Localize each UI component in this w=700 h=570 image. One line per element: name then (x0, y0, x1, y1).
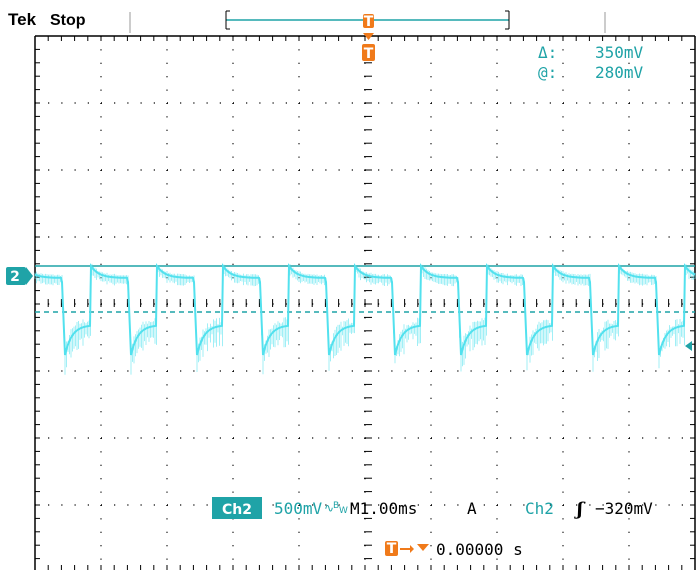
channel-2-badge: Ch2 (212, 497, 262, 519)
trigger-offset-value: 0.00000 s (436, 540, 523, 559)
rising-edge-icon: ʃ (574, 499, 586, 520)
trigger-mode: A (467, 499, 477, 518)
svg-text:2: 2 (10, 269, 20, 285)
trigger-level-marker[interactable] (685, 341, 692, 351)
cursor-delta-value: 350mV (595, 43, 644, 62)
trigger-offset-icon: T (385, 541, 429, 557)
trigger-level: −320mV (595, 499, 653, 518)
svg-text:Ch2: Ch2 (222, 502, 252, 518)
timebase: M1.00ms (350, 499, 417, 518)
volts-per-div: 500mV (274, 499, 323, 518)
svg-text:B: B (333, 501, 339, 511)
trigger-position-marker[interactable]: T (362, 33, 375, 62)
channel-2-marker[interactable]: 2 (6, 267, 33, 285)
svg-text:∿: ∿ (324, 501, 334, 515)
cursor-at-label: @: (538, 63, 557, 82)
cursor-delta-label: Δ: (538, 43, 557, 62)
svg-text:T: T (387, 541, 397, 557)
svg-text:T: T (364, 46, 374, 62)
ch2-waveform (34, 262, 696, 375)
acquisition-status: Stop (50, 12, 86, 29)
record-trigger-icon: T (363, 14, 374, 30)
graticule (34, 35, 696, 570)
bandwidth-limit-icon: ∿ B W (324, 501, 348, 516)
trigger-source: Ch2 (525, 499, 554, 518)
cursor-at-value: 280mV (595, 63, 644, 82)
svg-text:W: W (339, 506, 348, 516)
brand-logo: Tek (8, 10, 37, 29)
svg-text:T: T (364, 14, 374, 30)
